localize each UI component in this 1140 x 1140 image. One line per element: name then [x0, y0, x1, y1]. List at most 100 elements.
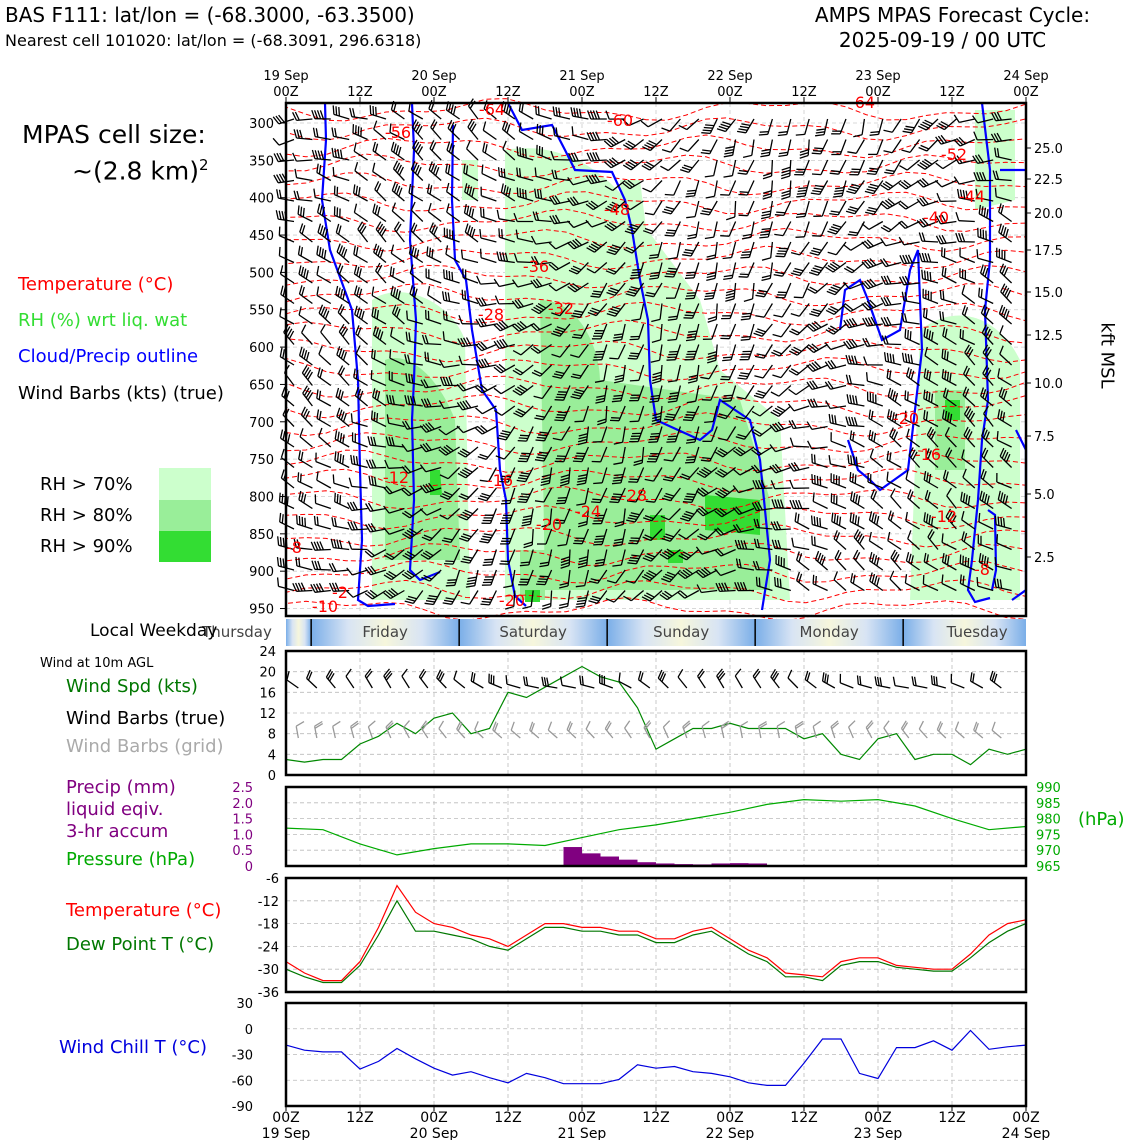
wind-barb [716, 527, 724, 535]
wind-barb [814, 550, 820, 560]
wind-barb [358, 268, 362, 278]
wind-barb [781, 195, 791, 200]
wind-barb [610, 498, 620, 501]
wind-barb [986, 495, 990, 505]
wind-barb [519, 434, 530, 437]
wind-barb [300, 451, 304, 461]
wind-barb [830, 305, 839, 312]
y-tick-label: 970 [1036, 844, 1061, 859]
wind-barb [710, 426, 718, 442]
wind-barb-grid [643, 720, 651, 728]
wind-barb [702, 149, 712, 152]
pressure-axis: 3003504004505005506006507007508008509009… [249, 117, 286, 618]
wind-barb [793, 296, 803, 299]
wind-barb [574, 238, 583, 246]
wind-barb [460, 337, 466, 347]
wind-barb [662, 210, 672, 215]
wind-barb [646, 142, 655, 148]
top-hour-label: 12Z [791, 85, 817, 100]
wind-barb [567, 285, 576, 293]
wind-barb [374, 389, 378, 399]
wind-barb [577, 438, 587, 443]
wind-barb [520, 455, 530, 458]
wind-barb [408, 183, 412, 194]
wind-barb [737, 377, 747, 380]
wind-barb [829, 228, 839, 233]
wind-barb [292, 582, 297, 592]
wind-barb [629, 355, 639, 358]
wind-barb [777, 539, 782, 549]
wind-barb [946, 412, 950, 422]
wind-barb [820, 221, 829, 237]
wind-barb [371, 459, 377, 469]
wind-barb [644, 478, 654, 482]
wind-barb [448, 376, 453, 386]
wind-barb-grid [314, 720, 323, 727]
wind-barb-10m [972, 673, 975, 683]
wind-barb [574, 310, 584, 313]
wind-barb-10m [579, 675, 582, 685]
wind-barb [471, 187, 475, 198]
wind-barb [406, 529, 415, 536]
wind-barb-10m [561, 684, 576, 689]
wind-barb [520, 344, 534, 356]
wind-barb [907, 530, 912, 540]
wind-barb [797, 499, 803, 509]
wind-barb [789, 499, 794, 509]
wind-barb [731, 159, 737, 176]
wind-barb [392, 160, 399, 170]
wind-barb [645, 161, 655, 168]
wind-barb [867, 380, 883, 387]
wind-barb [754, 501, 760, 511]
wind-barb [825, 329, 834, 335]
wind-barb [669, 392, 679, 395]
wind-barb [711, 323, 718, 340]
wind-barb [465, 337, 472, 346]
wind-barb [901, 352, 905, 362]
wind-barb [889, 427, 894, 437]
wind-barb [864, 260, 872, 268]
wind-barb [831, 512, 834, 522]
wind-barb [893, 431, 899, 441]
temp-contour [285, 338, 1027, 363]
wind-barb [688, 374, 698, 378]
wind-barb [389, 123, 392, 133]
wind-barb [446, 141, 451, 151]
wind-barb [901, 312, 905, 322]
wind-barb [386, 414, 390, 424]
wind-barb [981, 492, 986, 502]
wind-barb [804, 118, 810, 135]
wind-barb [609, 203, 619, 209]
legend-barbs-grid: Wind Barbs (grid) [66, 736, 224, 757]
wind-barb [774, 463, 782, 472]
wind-barb [479, 453, 489, 458]
wind-barb [448, 270, 451, 281]
wind-barb [684, 249, 694, 252]
wind-barb [806, 346, 815, 353]
top-date-label: 23 Sep [855, 69, 900, 84]
wind-barb [539, 125, 541, 135]
wind-barb [967, 557, 970, 568]
wind-barb [907, 538, 921, 550]
wind-barb [980, 387, 985, 397]
wind-barb [279, 537, 282, 547]
wind-barb [334, 430, 338, 440]
wind-barb [519, 320, 528, 328]
wind-barb [625, 580, 635, 584]
wind-barb [627, 290, 637, 295]
wind-barb [849, 430, 853, 440]
wind-barb [466, 205, 470, 215]
rh70-swatch [159, 468, 211, 500]
wind-barb [479, 479, 489, 483]
wind-barb [680, 590, 688, 598]
wind-barb [391, 181, 397, 191]
temp-contour [285, 486, 1027, 511]
wind-barb [836, 552, 842, 561]
wind-barb [728, 221, 737, 237]
wind-barb [336, 243, 341, 253]
wind-barb [390, 244, 395, 254]
wind-barb [410, 222, 416, 232]
wind-barb [584, 487, 590, 504]
wind-barb [377, 247, 382, 257]
temperature-label: -40 [923, 208, 949, 227]
